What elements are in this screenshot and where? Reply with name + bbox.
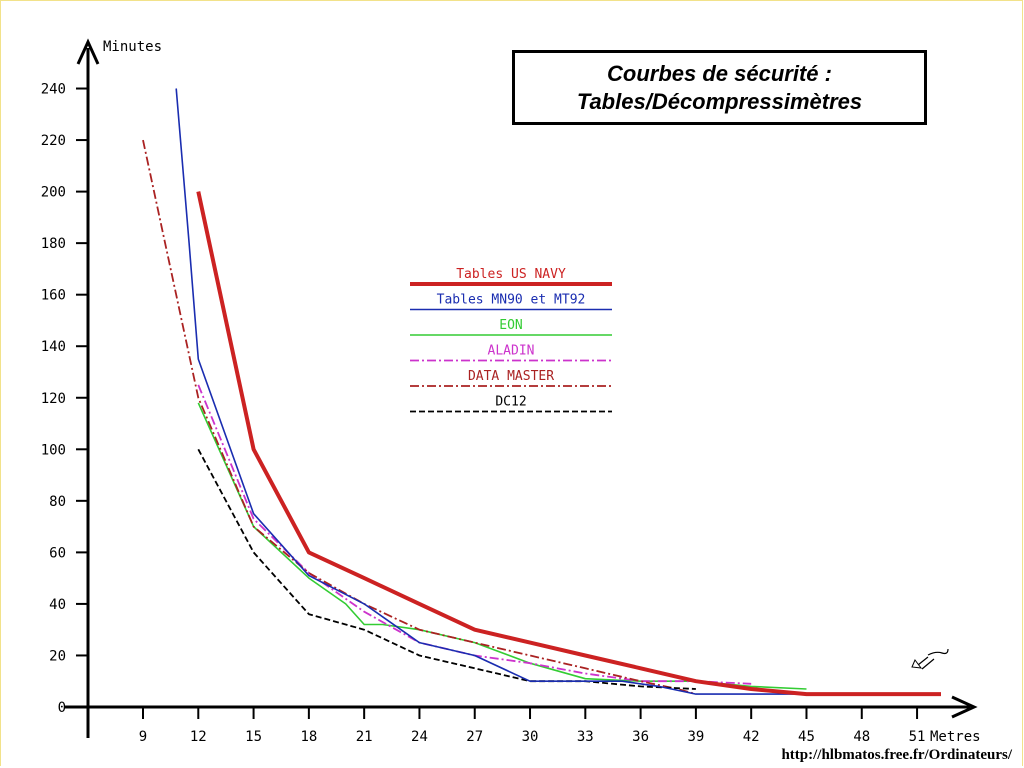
y-tick-label: 160 [41, 288, 66, 304]
chart-title-line2: Tables/Décompressimètres [576, 88, 863, 114]
x-tick-label: 9 [139, 729, 147, 745]
y-tick-label: 240 [41, 82, 66, 98]
y-tick-label: 100 [41, 442, 66, 458]
y-tick-label: 220 [41, 133, 66, 149]
series-line-tables-mn90-et-mt92 [175, 88, 862, 695]
legend-label: Tables MN90 et MT92 [437, 293, 586, 308]
source-link[interactable]: http://hlbmatos.free.fr/Ordinateurs/ [781, 747, 1012, 763]
legend-label: EON [499, 318, 522, 333]
y-tick-label: 120 [41, 391, 66, 407]
y-tick-label: 200 [41, 185, 66, 201]
legend-label: DATA MASTER [468, 369, 554, 384]
x-tick-label: 42 [743, 729, 760, 745]
x-tick-label: 48 [853, 729, 870, 745]
y-tick-label: 20 [49, 648, 66, 664]
chart-title-line1: Courbes de sécurité : [607, 60, 832, 86]
series-layer [142, 88, 941, 697]
x-axis-arrow-icon [951, 695, 978, 719]
legend-label: Tables US NAVY [456, 267, 566, 282]
y-tick-label: 0 [58, 700, 66, 716]
x-tick-label: 45 [798, 729, 815, 745]
x-tick-label: 36 [632, 729, 649, 745]
legend-label: ALADIN [488, 344, 535, 359]
y-axis-arrow-icon [76, 38, 100, 65]
y-tick-label: 80 [49, 494, 66, 510]
series-line-dc12 [197, 448, 696, 690]
y-tick-label: 60 [49, 545, 66, 561]
x-tick-label: 15 [245, 729, 262, 745]
x-tick-label: 30 [522, 729, 539, 745]
x-tick-label: 12 [190, 729, 207, 745]
x-tick-label: 18 [300, 729, 317, 745]
author-logo-icon [911, 648, 949, 670]
x-tick-label: 39 [687, 729, 704, 745]
series-line-aladin [197, 384, 752, 685]
series-line-data-master [142, 139, 697, 695]
series-line-eon [197, 402, 807, 690]
x-axis-title: Metres [930, 729, 981, 745]
y-tick-label: 180 [41, 236, 66, 252]
chart-title: Courbes de sécurité : Tables/Décompressi… [512, 50, 927, 125]
axes: 0 20 40 60 80 100 120 140 160 180 200 220 240 9 12 15 18… [41, 38, 981, 745]
x-tick-label: 24 [411, 729, 428, 745]
y-tick-label: 140 [41, 339, 66, 355]
legend-label: DC12 [495, 395, 526, 410]
legend: Tables US NAVY Tables MN90 et MT92 EON ALAD… [410, 267, 612, 413]
series-line-tables-us-navy [196, 191, 941, 697]
y-tick-label: 40 [49, 597, 66, 613]
x-tick-label: 51 [909, 729, 926, 745]
x-tick-label: 33 [577, 729, 594, 745]
x-tick-label: 21 [356, 729, 373, 745]
x-tick-label: 27 [466, 729, 483, 745]
y-axis-title: Minutes [103, 39, 162, 55]
